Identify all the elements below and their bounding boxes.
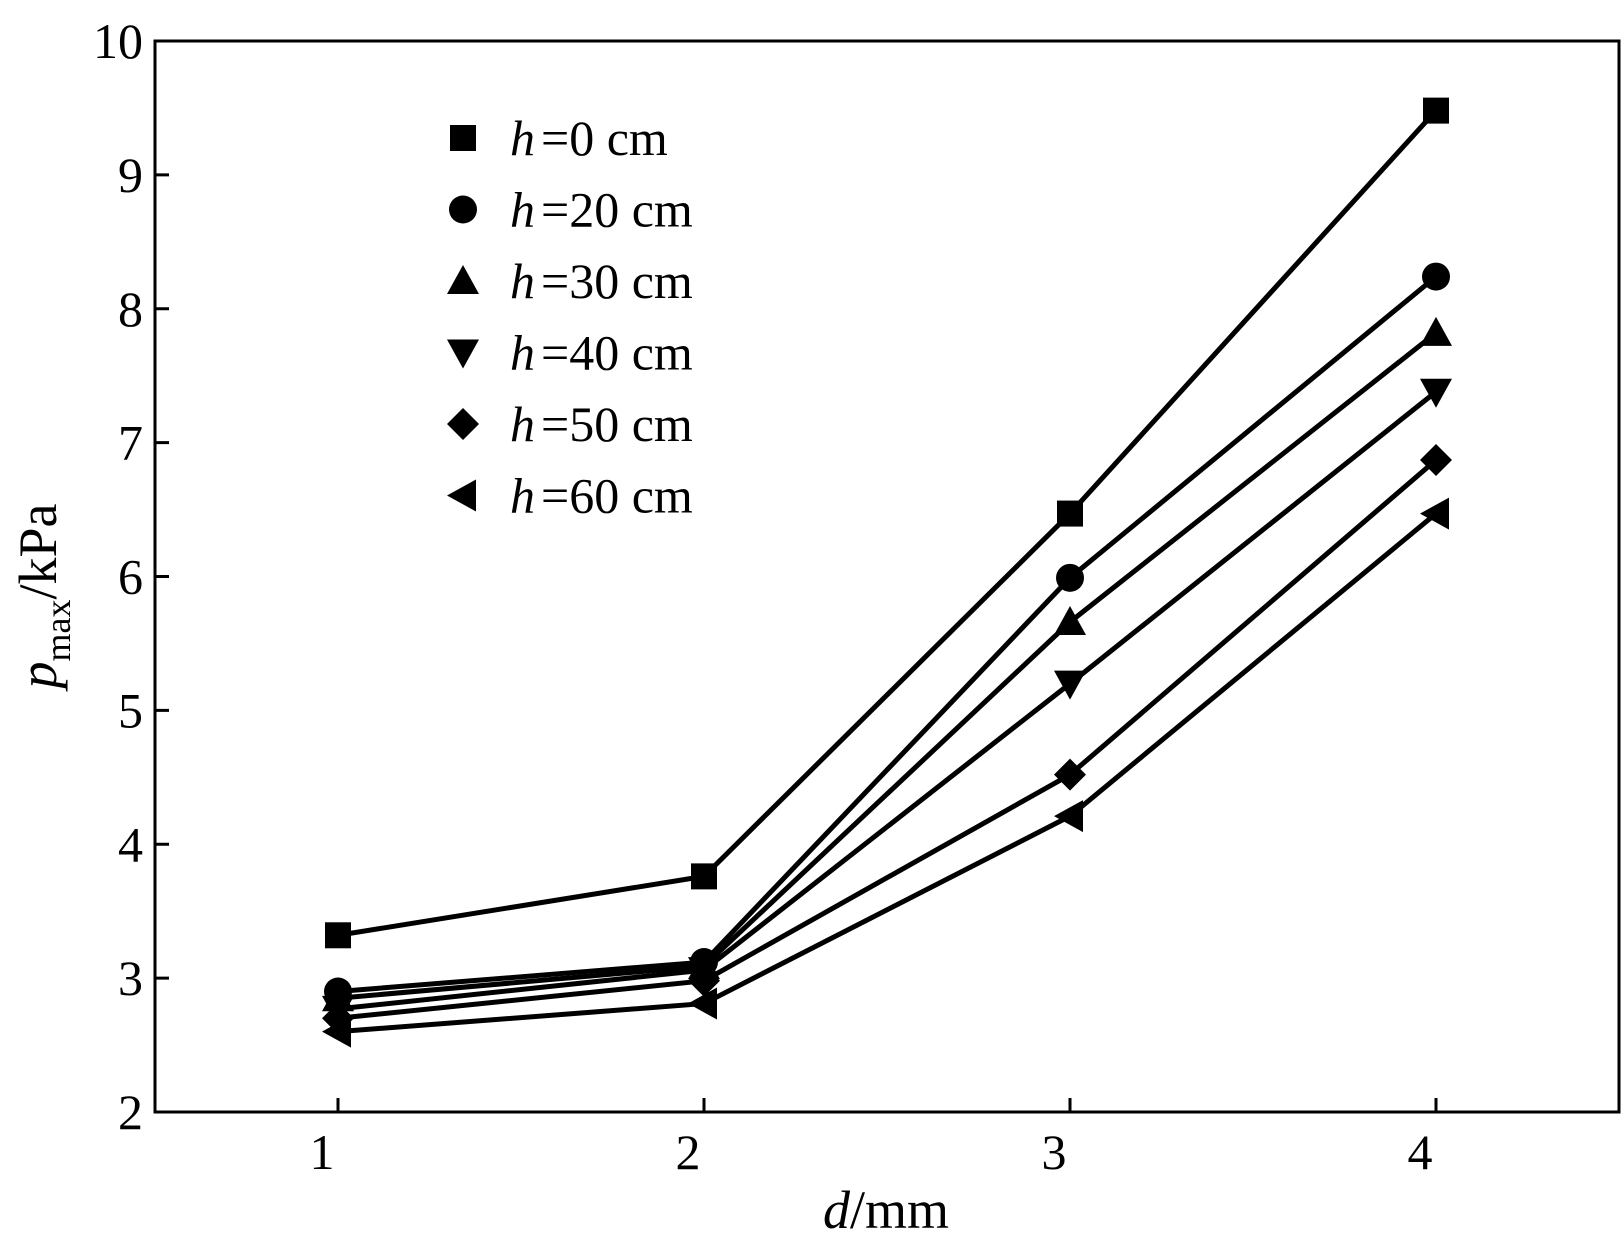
x-tick-label: 3 — [1042, 1124, 1067, 1180]
data-point — [1420, 497, 1449, 530]
data-point — [1423, 97, 1449, 124]
series-line — [337, 330, 1438, 1001]
data-point — [1420, 444, 1452, 477]
y-tick-label: 7 — [118, 415, 143, 471]
data-point — [688, 987, 717, 1020]
x-tick-label: 1 — [310, 1124, 335, 1180]
x-axis-title: d/mm — [823, 1180, 949, 1240]
legend-label: h =30 cm — [510, 253, 693, 309]
y-tick-label: 8 — [118, 281, 143, 337]
legend-marker — [447, 339, 479, 369]
x-axis-ticks: 1 2 3 4 — [310, 1098, 1438, 1180]
series-line — [337, 511, 1438, 1035]
legend-marker — [447, 479, 476, 512]
y-tick-label: 4 — [118, 816, 143, 872]
legend-label: h =40 cm — [510, 325, 693, 381]
data-point — [1420, 316, 1452, 346]
data-point — [1054, 800, 1083, 833]
data-point — [322, 1015, 351, 1048]
y-tick-label: 9 — [118, 147, 143, 203]
legend-marker — [449, 195, 477, 224]
y-tick-label: 10 — [93, 13, 143, 69]
series-line — [337, 274, 1438, 995]
legend-label: h =60 cm — [510, 468, 693, 524]
data-point — [1054, 670, 1086, 700]
series-markers — [322, 97, 1452, 1048]
legend-label: h =50 cm — [510, 396, 693, 452]
y-tick-label: 3 — [118, 950, 143, 1006]
y-tick-label: 2 — [118, 1084, 143, 1140]
data-point — [1056, 563, 1084, 592]
data-point — [1422, 262, 1450, 291]
legend-marker — [447, 265, 479, 294]
legend-label: h =20 cm — [510, 182, 693, 238]
series-line — [337, 108, 1438, 938]
y-tick-label: 5 — [118, 682, 143, 738]
data-point — [691, 863, 717, 890]
data-point — [1057, 500, 1083, 527]
x-tick-label: 2 — [676, 1124, 701, 1180]
plot-frame — [153, 39, 1621, 1114]
legend-marker — [447, 408, 479, 440]
data-point — [1054, 606, 1086, 636]
data-point — [688, 964, 720, 997]
y-axis-ticks: 2 3 4 5 6 7 8 9 10 — [93, 13, 169, 1140]
data-point — [1054, 758, 1086, 791]
y-tick-label: 6 — [118, 549, 143, 605]
data-point — [1420, 378, 1452, 408]
y-axis-title: pmax/kPa — [8, 503, 78, 692]
legend-label: h =0 cm — [510, 110, 668, 166]
x-tick-label: 4 — [1408, 1124, 1433, 1180]
series-lines — [337, 108, 1438, 1035]
data-point — [325, 922, 351, 949]
series-line — [337, 389, 1438, 1012]
legend: h =0 cm h =20 cm h =30 cm h =40 cm h =50 cm h =60 c… — [447, 110, 693, 524]
legend-marker — [450, 125, 476, 151]
series-line — [337, 458, 1438, 1021]
